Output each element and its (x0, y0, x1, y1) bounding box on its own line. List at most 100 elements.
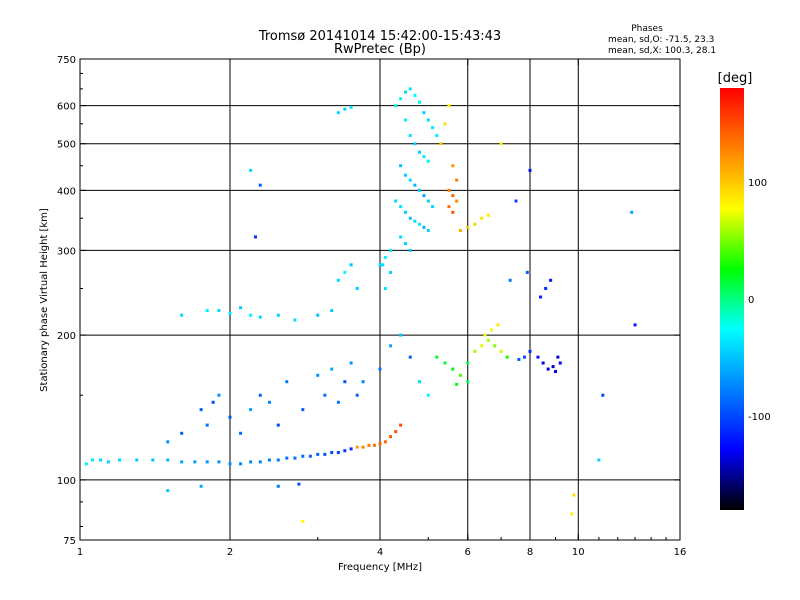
data-point (166, 458, 170, 462)
data-point (466, 225, 470, 229)
data-point (378, 263, 382, 267)
data-point (417, 222, 421, 226)
x-tick-label: 10 (572, 547, 585, 558)
data-point (483, 333, 487, 337)
data-point (426, 159, 430, 163)
data-point (403, 118, 407, 122)
data-point (228, 311, 232, 315)
data-point (117, 458, 121, 462)
data-point (367, 443, 371, 447)
data-point (389, 248, 393, 252)
phase-stats-o-mode: mean, sd,O: -71.5, 23.3 (608, 35, 714, 45)
data-point (451, 210, 455, 214)
data-point (403, 90, 407, 94)
data-point (297, 482, 301, 486)
data-point (439, 142, 443, 146)
data-point (417, 188, 421, 192)
data-point (443, 361, 447, 365)
y-tick-label: 750 (57, 55, 76, 66)
y-tick-label: 600 (57, 102, 76, 113)
data-point (539, 295, 543, 299)
data-point (199, 484, 203, 488)
data-point (399, 205, 403, 209)
data-point (308, 454, 312, 458)
data-point (447, 104, 451, 108)
x-tick-label: 8 (527, 547, 533, 558)
data-point (426, 393, 430, 397)
data-point (343, 270, 347, 274)
data-point (394, 104, 398, 108)
axes: 1 2 4 6 8 10 16 75 100 200 300 400 500 600 750 (57, 55, 686, 558)
data-point (106, 460, 110, 464)
data-point (361, 445, 365, 449)
data-point (343, 107, 347, 111)
data-point (394, 430, 398, 434)
data-point (556, 355, 560, 359)
data-point (422, 155, 426, 159)
data-point (417, 100, 421, 104)
data-point (508, 278, 512, 282)
data-point (486, 213, 490, 217)
data-point (422, 225, 426, 229)
data-point (285, 380, 289, 384)
data-point (541, 361, 545, 365)
data-point (408, 134, 412, 138)
data-point (330, 309, 334, 313)
data-point (355, 286, 359, 290)
data-point (361, 380, 365, 384)
data-point (408, 248, 412, 252)
data-point (180, 313, 184, 317)
data-point (193, 460, 197, 464)
data-point (323, 393, 327, 397)
data-point (389, 344, 393, 348)
data-point (180, 460, 184, 464)
phase-stats-title: Phases (631, 24, 663, 34)
data-point (422, 194, 426, 198)
colorbar-tick-label: -100 (748, 412, 771, 423)
data-points (84, 87, 637, 523)
data-point (466, 361, 470, 365)
data-point (91, 458, 95, 462)
colorbar-tick-label: 0 (748, 295, 754, 306)
data-point (499, 349, 503, 353)
data-point (546, 367, 550, 371)
data-point (293, 318, 297, 322)
data-point (205, 309, 209, 313)
data-point (544, 286, 548, 290)
x-tick-label: 1 (77, 547, 83, 558)
data-point (228, 462, 232, 466)
data-point (205, 460, 209, 464)
data-point (316, 313, 320, 317)
data-point (276, 458, 280, 462)
data-point (217, 460, 221, 464)
data-point (383, 286, 387, 290)
colorbar-gradient (720, 88, 744, 510)
x-axis-label: Frequency [MHz] (338, 562, 422, 573)
data-point (422, 111, 426, 115)
data-point (443, 122, 447, 126)
data-point (228, 415, 232, 419)
data-point (349, 361, 353, 365)
data-point (258, 393, 262, 397)
data-point (553, 370, 557, 374)
y-tick-label: 400 (57, 186, 76, 197)
data-point (551, 365, 555, 369)
data-point (249, 460, 253, 464)
data-point (558, 361, 562, 365)
data-point (323, 452, 327, 456)
data-point (572, 493, 576, 497)
data-point (597, 458, 601, 462)
data-point (408, 87, 412, 91)
data-point (316, 373, 320, 377)
data-point (84, 462, 88, 466)
data-point (601, 393, 605, 397)
colorbar-tick-label: 100 (748, 178, 767, 189)
data-point (480, 216, 484, 220)
data-point (549, 278, 553, 282)
data-point (301, 454, 305, 458)
data-point (199, 408, 203, 412)
data-point (528, 168, 532, 172)
x-tick-label: 4 (377, 547, 383, 558)
data-point (285, 456, 289, 460)
data-point (258, 460, 262, 464)
